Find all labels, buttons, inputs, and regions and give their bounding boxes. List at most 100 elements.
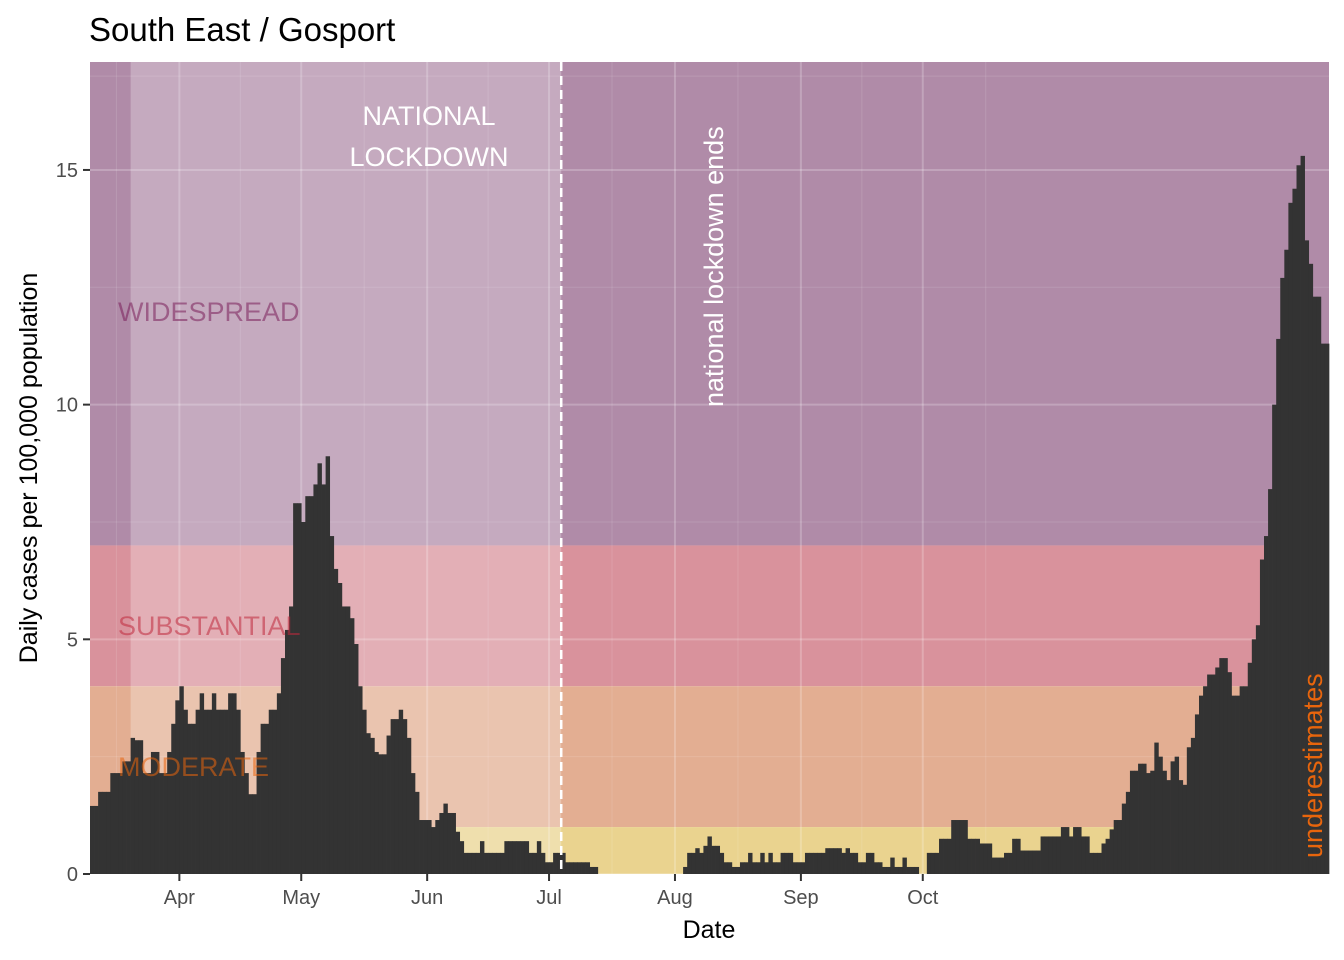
bar — [1008, 852, 1013, 874]
bar — [549, 862, 554, 874]
bar — [1186, 747, 1192, 874]
axes: 0 5 10 15 Apr May Jun Jul Aug Sep Oct — [56, 160, 939, 909]
bar — [402, 719, 408, 874]
bar — [106, 791, 111, 874]
bar — [1308, 263, 1314, 874]
bar — [813, 852, 818, 874]
bar — [683, 866, 688, 874]
bar — [1069, 836, 1074, 874]
x-tick-label: Aug — [657, 887, 693, 909]
bar — [963, 820, 968, 874]
bar — [910, 866, 915, 874]
bar — [1178, 780, 1184, 874]
bar — [1255, 625, 1261, 874]
bar — [1316, 296, 1322, 874]
bar — [861, 862, 867, 874]
bar — [979, 843, 985, 874]
bar — [691, 852, 696, 874]
bar — [305, 496, 310, 874]
bar — [1077, 827, 1082, 874]
bar — [1040, 836, 1045, 874]
bar — [431, 827, 436, 874]
bar — [337, 582, 343, 874]
bar — [687, 852, 692, 874]
bar — [146, 773, 152, 874]
x-tick-label: Sep — [783, 887, 819, 909]
chart-title: South East / Gosport — [89, 11, 395, 48]
bar — [520, 841, 526, 874]
bar — [516, 841, 521, 874]
bar — [374, 751, 379, 874]
bar — [882, 866, 887, 874]
x-tick-label: Jul — [536, 887, 562, 909]
bar — [821, 852, 826, 874]
bar — [1276, 338, 1281, 874]
bar — [934, 852, 940, 874]
bar — [439, 812, 444, 874]
bar — [219, 709, 225, 874]
bar — [228, 693, 233, 874]
bar — [991, 857, 997, 874]
bar — [829, 848, 834, 874]
bar — [1101, 843, 1106, 874]
bar — [1154, 742, 1159, 874]
bar — [183, 709, 188, 874]
bar — [699, 852, 704, 874]
bar — [1113, 820, 1119, 874]
bar — [540, 852, 546, 874]
bar — [122, 761, 127, 874]
x-tick-label: Oct — [907, 887, 939, 909]
bar — [1207, 674, 1212, 874]
bar — [589, 866, 595, 874]
bar — [906, 866, 911, 874]
bar — [244, 773, 249, 874]
bar — [561, 852, 566, 874]
bar — [284, 629, 290, 874]
y-tick-label: 0 — [67, 864, 78, 886]
band-label-widespread: WIDESPREAD — [118, 297, 300, 327]
y-tick-label: 10 — [56, 395, 78, 417]
bar — [187, 723, 192, 874]
bar — [878, 862, 883, 874]
bar — [134, 740, 140, 874]
bar — [94, 805, 99, 874]
bar — [297, 503, 302, 874]
bar — [232, 693, 237, 874]
bar — [463, 852, 469, 874]
bar — [366, 733, 371, 874]
bar — [845, 848, 850, 874]
bar — [114, 773, 119, 874]
bar — [1020, 850, 1025, 874]
bar — [796, 862, 802, 874]
bar — [1170, 761, 1175, 874]
bar — [849, 852, 855, 874]
bar — [723, 862, 729, 874]
plot-panel: WIDESPREAD SUBSTANTIAL MODERATE NATIONAL L… — [90, 62, 1330, 875]
bar — [126, 761, 131, 874]
bar — [1304, 240, 1310, 874]
bar — [1300, 155, 1305, 875]
bar — [565, 862, 570, 874]
bar — [573, 862, 578, 874]
bar — [739, 862, 745, 874]
bar — [557, 852, 562, 874]
bar — [715, 845, 721, 874]
bar — [354, 644, 359, 874]
bar — [1203, 686, 1208, 874]
bar — [585, 862, 591, 874]
bar — [370, 737, 375, 874]
lockdown-label-line1: NATIONAL — [362, 101, 495, 131]
bar — [865, 852, 871, 874]
bar — [703, 845, 708, 874]
bar — [1162, 770, 1167, 874]
bar — [894, 866, 899, 874]
underestimates-label: underestimates — [1298, 673, 1328, 858]
bar — [1215, 667, 1220, 874]
bar — [772, 862, 777, 874]
bar — [264, 723, 270, 874]
bar — [1235, 695, 1240, 874]
bar — [252, 794, 257, 874]
bar — [731, 866, 737, 874]
bar — [154, 751, 160, 874]
bar — [1320, 343, 1326, 874]
